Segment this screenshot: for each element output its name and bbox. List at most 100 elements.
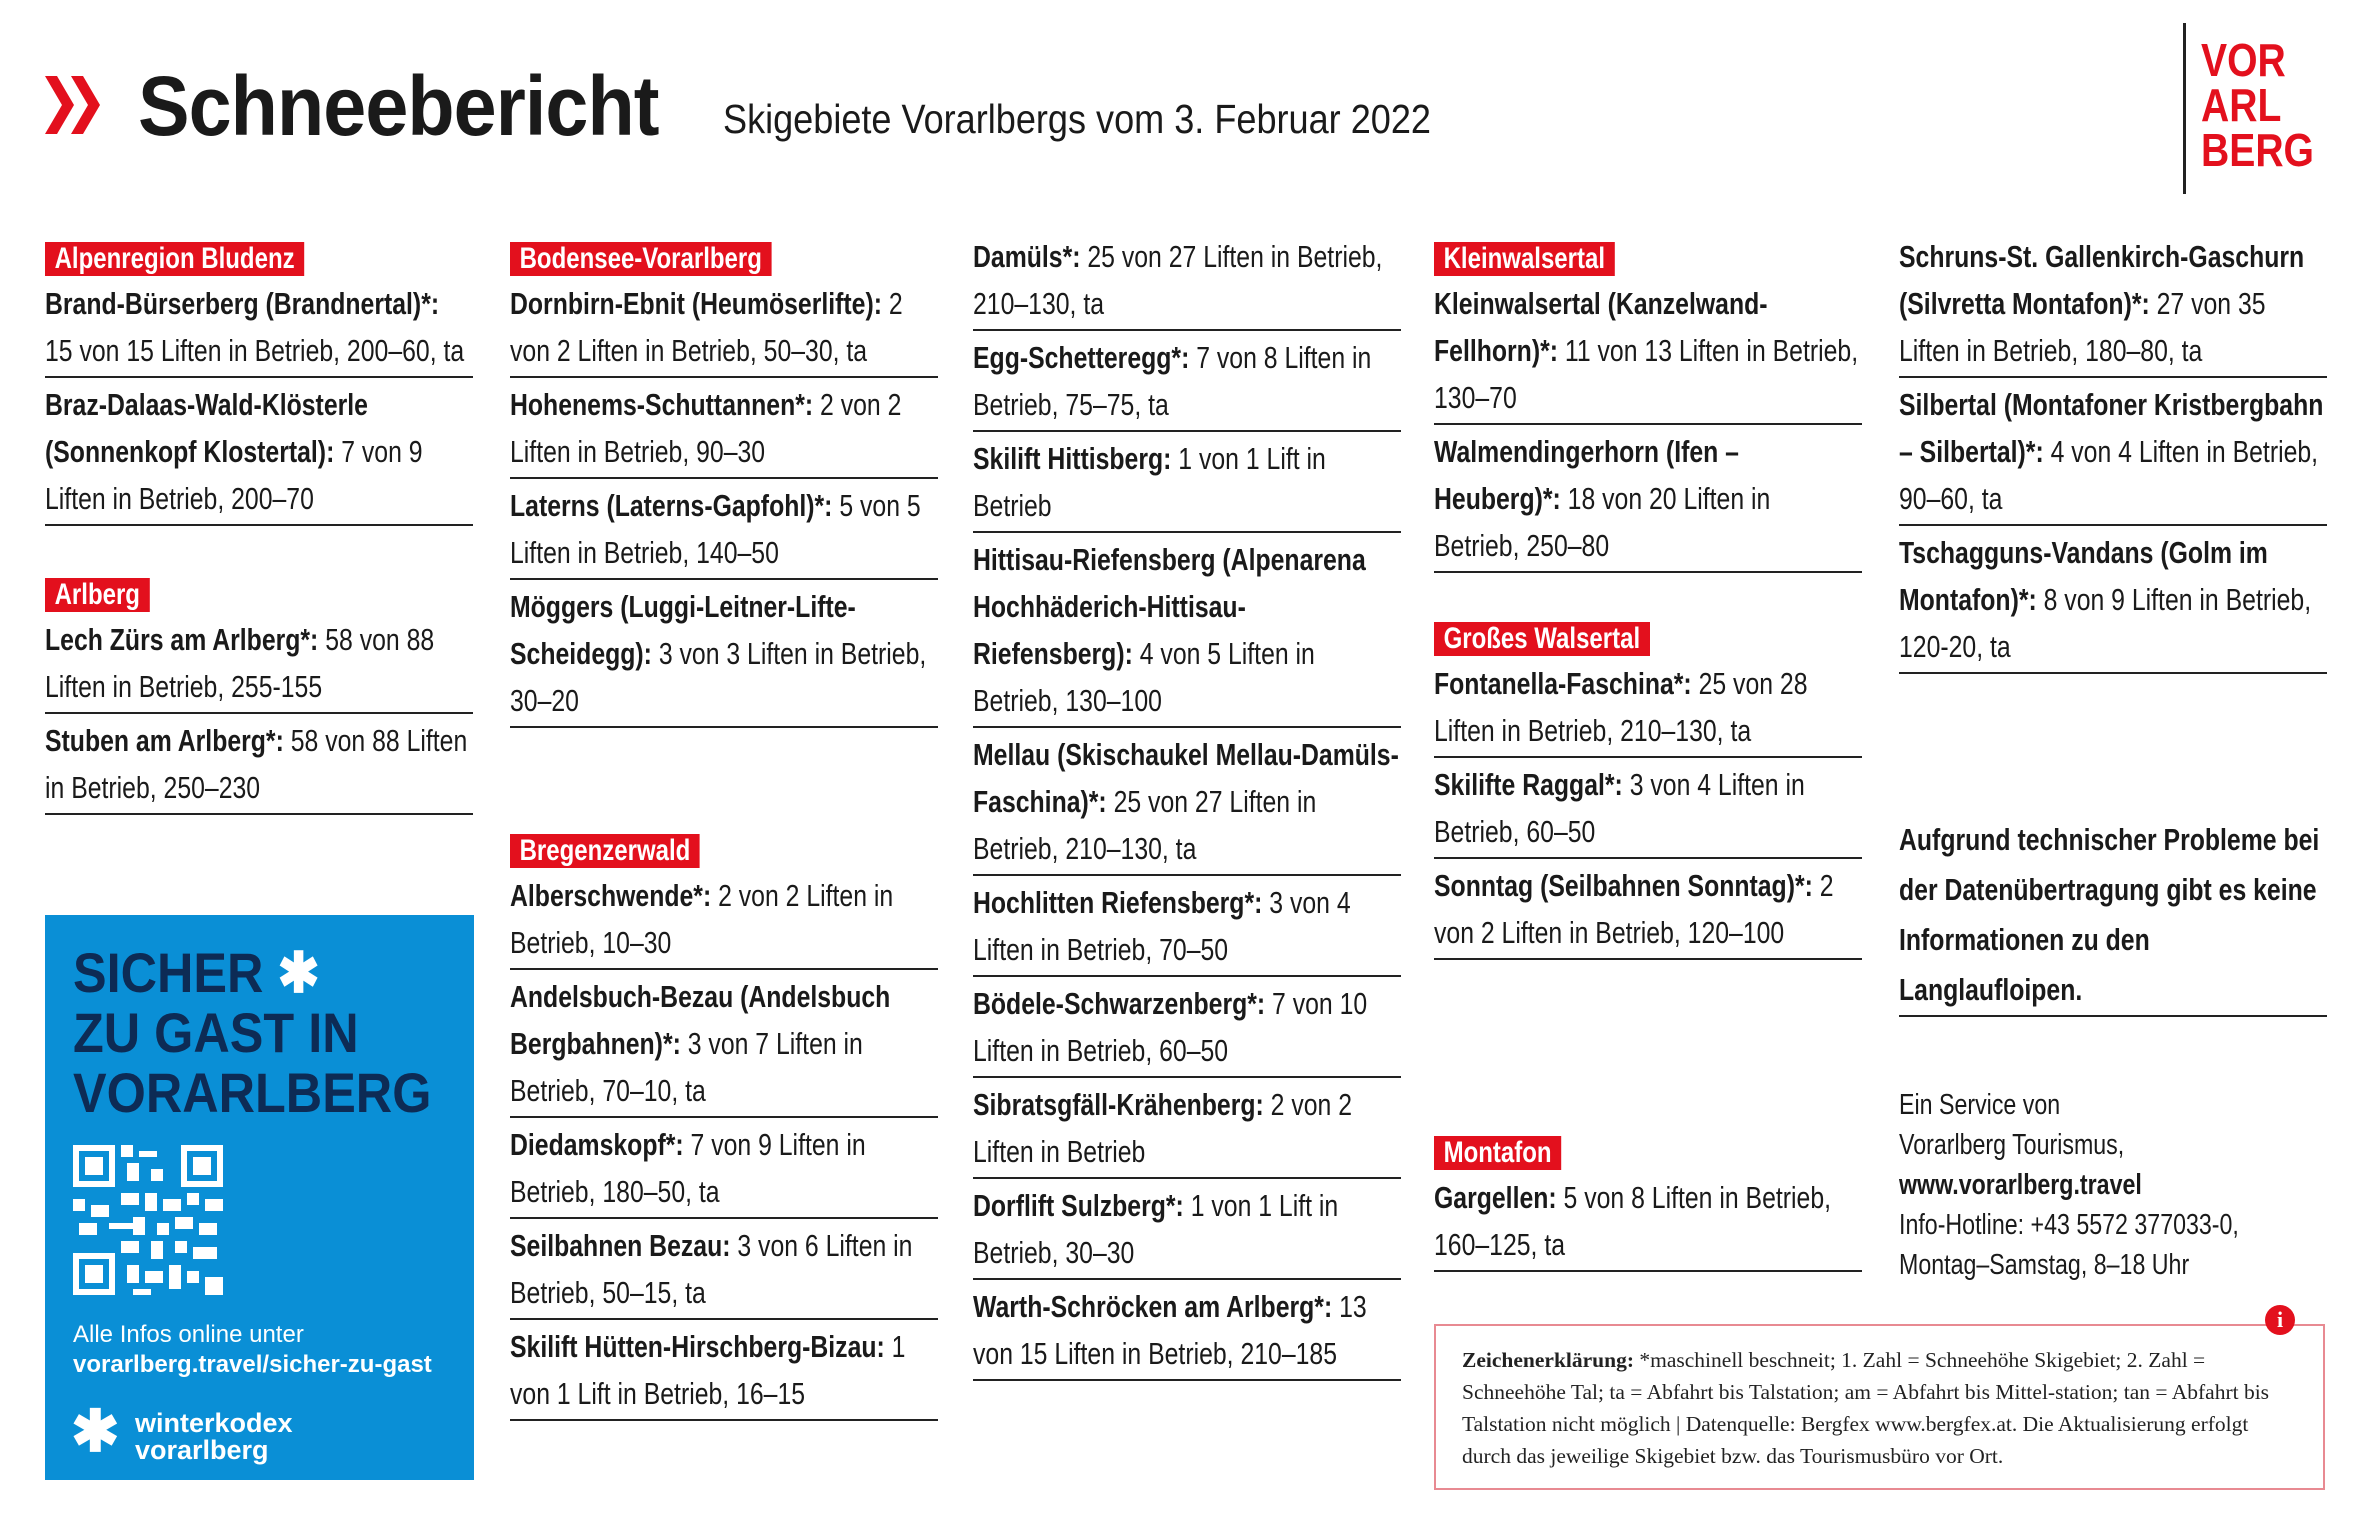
ski-area-status: 15 von 15 Liften in Betrieb, 200–60, ta [45,333,465,368]
ski-area-name: Hittisau-Riefensberg (Alpen­arena Hochhä… [973,542,1366,671]
legend-box: Zeichenerklärung: *maschinell beschneit;… [1434,1324,2325,1490]
ski-area-entry: Diedamskopf*: 7 von 9 Liften in Betrieb,… [510,1121,938,1219]
ski-area-status: 13 von 15 Liften in Betrieb, 210–185 [973,1289,1367,1371]
section-header: Bodensee-Vorarlberg [510,242,772,276]
section-bodensee: Bodensee-Vorarlberg Dornbirn-Ebnit (Heumö… [510,242,938,731]
ski-area-name: Warth-Schröcken am Arlberg*: [973,1289,1333,1324]
ski-area-entry: Dorflift Sulzberg*: 1 von 1 Lift in Betr… [973,1182,1401,1280]
ski-area-entry: Tschagguns-Vandans (Golm im Montafon)*: … [1899,529,2327,674]
ski-area-name: Skilift Hütten-Hirschberg-Bizau: [510,1329,885,1364]
ski-area-entry: Hohenems-Schuttannen*: 2 von 2 Liften in… [510,381,938,479]
ski-area-status: 1 von 1 Lift in Betrieb, 16–15 [510,1329,906,1411]
ski-area-status: 25 von 28 Liften in Betrieb, 210–130, ta [1434,666,1808,748]
section-header: Arlberg [45,578,150,612]
ski-area-name: Silbertal (Montafoner Krist­bergbahn – S… [1899,387,2324,469]
ski-area-name: Dorflift Sulzberg*: [973,1188,1184,1223]
ski-area-status: 4 von 4 Liften in Betrieb, 90–60, ta [1899,434,2319,516]
ski-area-name: Sibratsgfäll-Krähenberg: [973,1087,1264,1122]
langlauf-note: Aufgrund technischer Probleme bei der Da… [1899,815,2327,1017]
ski-area-entry: Silbertal (Montafoner Krist­bergbahn – S… [1899,381,2327,526]
promo-box: SICHER ✱ ZU GAST IN VORARLBERG Alle Infos … [45,915,474,1480]
section-header: Alpenregion Bludenz [45,242,305,276]
ski-area-status: 2 von 2 Liften in Betrieb, 50–30, ta [510,286,903,368]
ski-area-status: 3 von 4 Liften in Betrieb, 60–50 [1434,767,1805,849]
ski-area-entry: Alberschwende*: 2 von 2 Liften in Betrie… [510,872,938,970]
ski-area-entry: Dornbirn-Ebnit (Heumöser­lifte): 2 von 2… [510,280,938,378]
ski-area-entry: Walmendingerhorn (Ifen – Heuberg)*: 18 v… [1434,428,1862,573]
ski-area-entry: Hochlitten Riefensberg*: 3 von 4 Liften … [973,879,1401,977]
ski-area-status: 58 von 88 Liften in Betrieb, 255-155 [45,622,435,704]
ski-area-status: 58 von 88 Liften in Betrieb, 250–230 [45,723,468,805]
ski-area-status: 8 von 9 Liften in Betrieb, 120-20, ta [1899,582,2312,664]
qr-code[interactable] [73,1145,223,1295]
ski-area-name: Damüls*: [973,239,1081,274]
ski-area-entry: Bödele-Schwarzenberg*: 7 von 10 Liften i… [973,980,1401,1078]
section-montafon2: Schruns-St. Gallenkirch-Gaschurn (Silvre… [1899,233,2327,677]
ski-area-entry: Hittisau-Riefensberg (Alpen­arena Hochhä… [973,536,1401,728]
ski-area-status: 25 von 27 Liften in Betrieb, 210–130, ta [973,239,1383,321]
ski-area-name: Diedamskopf*: [510,1127,684,1162]
ski-area-status: 27 von 35 Liften in Betrieb, 180–80, ta [1899,286,2266,368]
ski-area-status: 2 von 2 Liften in Betrieb, 10–30 [510,878,894,960]
ski-area-entry: Gargellen: 5 von 8 Liften in Be­trieb, 1… [1434,1174,1862,1272]
promo-title: SICHER ✱ ZU GAST IN VORARLBERG [73,941,432,1124]
double-chevron-icon [45,76,100,134]
ski-area-entry: Kleinwalsertal (Kanzelwand-Fellhorn)*: 1… [1434,280,1862,425]
ski-area-name: Andelsbuch-Bezau (Andelsbuch Bergbahnen)… [510,979,891,1061]
section-bregenzerwald: Bregenzerwald Alberschwende*: 2 von 2 Lif… [510,834,938,1424]
ski-area-status: 18 von 20 Liften in Betrieb, 250–80 [1434,481,1771,563]
ski-area-name: Hochlitten Riefensberg*: [973,885,1263,920]
ski-area-entry: Skilift Hütten-Hirschberg-Bizau: 1 von 1… [510,1323,938,1421]
ski-area-entry: Laterns (Laterns-Gapfohl)*: 5 von 5 Lift… [510,482,938,580]
ski-area-name: Seilbahnen Bezau: [510,1228,731,1263]
ski-area-entry: Skilifte Raggal*: 3 von 4 Liften in Betr… [1434,761,1862,859]
ski-area-status: 1 von 1 Lift in Betrieb [973,441,1326,523]
section-arlberg: Arlberg Lech Zürs am Arlberg*: 58 von 88 … [45,578,473,818]
ski-area-entry: Lech Zürs am Arlberg*: 58 von 88 Liften … [45,616,473,714]
promo-url[interactable]: vorarlberg.travel/sicher-zu-gast [73,1351,432,1378]
ski-area-status: 3 von 7 Liften in Betrieb, 70–10, ta [510,1026,863,1108]
ski-area-name: Mellau (Skischaukel Mellau-Damüls-Faschi… [973,737,1399,819]
ski-area-status: 25 von 27 Liften in Betrieb, 210–130, ta [973,784,1317,866]
section-montafon: Montafon Gargellen: 5 von 8 Liften in Be­… [1434,1136,1862,1275]
ski-area-entry: Sibratsgfäll-Krähenberg: 2 von 2 Liften … [973,1081,1401,1179]
ski-area-name: Brand-Bürserberg (Brandner­tal)*: [45,286,440,321]
section-walsertal: Großes Walsertal Fontanella-Faschina*: 25… [1434,622,1862,963]
ski-area-status: 7 von 9 Liften in Betrieb, 200–70 [45,434,423,516]
ski-area-entry: Damüls*: 25 von 27 Liften in Betrieb, 21… [973,233,1401,331]
ski-area-name: Dornbirn-Ebnit (Heumöser­lifte): [510,286,882,321]
service-info: Ein Service von Vorarlberg Tourismus, ww… [1899,1085,2327,1285]
ski-area-status: 7 von 8 Liften in Betrieb, 75–75, ta [973,340,1372,422]
ski-area-name: Lech Zürs am Arlberg*: [45,622,319,657]
ski-area-name: Skilift Hittisberg: [973,441,1172,476]
vorarlberg-logo: VOR ARL BERG [2201,34,2314,176]
section-bregenzerwald2: Damüls*: 25 von 27 Liften in Betrieb, 21… [973,233,1401,1384]
ski-area-status: 1 von 1 Lift in Betrieb, 30–30 [973,1188,1339,1270]
ski-area-entry: Andelsbuch-Bezau (Andelsbuch Bergbahnen)… [510,973,938,1118]
ski-area-name: Braz-Dalaas-Wald-Klösterle (Sonnenkopf K… [45,387,368,469]
logo-divider [2183,23,2186,194]
section-header: Montafon [1434,1136,1562,1170]
ski-area-entry: Brand-Bürserberg (Brandner­tal)*: 15 von… [45,280,473,378]
ski-area-name: Stuben am Arlberg*: [45,723,284,758]
ski-area-entry: Braz-Dalaas-Wald-Klösterle (Sonnenkopf K… [45,381,473,526]
ski-area-status: 5 von 8 Liften in Be­trieb, 160–125, ta [1434,1180,1832,1262]
ski-area-status: 2 von 2 Liften in Betrieb, 120–100 [1434,868,1834,950]
ski-area-status: 2 von 2 Liften in Betrieb [973,1087,1353,1169]
ski-area-entry: Skilift Hittisberg: 1 von 1 Lift in Betr… [973,435,1401,533]
section-header: Kleinwalsertal [1434,242,1615,276]
ski-area-entry: Fontanella-Faschina*: 25 von 28 Liften i… [1434,660,1862,758]
ski-area-name: Walmendingerhorn (Ifen – Heuberg)*: [1434,434,1739,516]
ski-area-name: Alberschwende*: [510,878,712,913]
ski-area-entry: Seilbahnen Bezau: 3 von 6 Liften in Betr… [510,1222,938,1320]
ski-area-entry: Mellau (Skischaukel Mellau-Damüls-Faschi… [973,731,1401,876]
ski-area-status: 5 von 5 Liften in Betrieb, 140–50 [510,488,921,570]
service-url[interactable]: www.vorarlberg.travel [1899,1169,2142,1201]
ski-area-entry: Warth-Schröcken am Arlberg*: 13 von 15 L… [973,1283,1401,1381]
ski-area-name: Bödele-Schwarzenberg*: [973,986,1266,1021]
ski-area-status: 7 von 10 Liften in Betrieb, 60–50 [973,986,1368,1068]
ski-area-name: Möggers (Luggi-Leitner-Lifte-Scheidegg): [510,589,856,671]
ski-area-name: Hohenems-Schuttannen*: [510,387,814,422]
ski-area-entry: Schruns-St. Gallenkirch-Gaschurn (Silvre… [1899,233,2327,378]
ski-area-name: Tschagguns-Vandans (Golm im Montafon)*: [1899,535,2268,617]
